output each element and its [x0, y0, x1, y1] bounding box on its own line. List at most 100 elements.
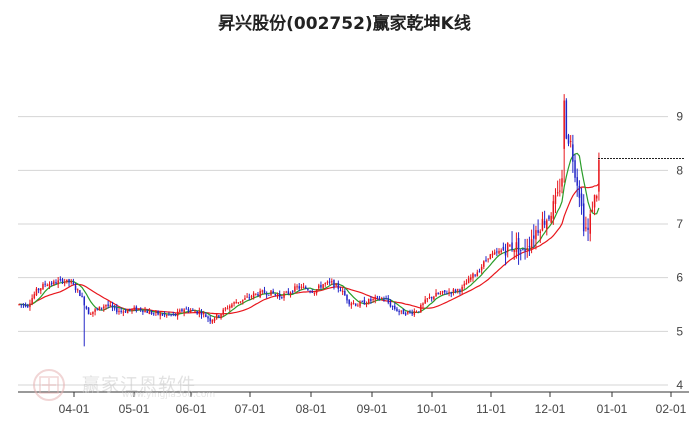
candle-body: [480, 266, 483, 271]
candle-body: [556, 192, 559, 194]
candle-body: [161, 313, 164, 316]
candle-body: [31, 298, 33, 305]
candle-body: [561, 178, 563, 187]
candle-body: [359, 301, 361, 307]
candle-body: [354, 303, 357, 306]
candle-body: [463, 283, 466, 286]
watermark-logo-icon: [33, 369, 65, 401]
candle-body: [441, 291, 444, 293]
chart-title: 昇兴股份(002752)赢家乾坤K线: [218, 14, 471, 34]
candle-body: [576, 177, 578, 186]
candle-body: [118, 310, 120, 312]
candle-body: [587, 227, 589, 230]
ma-long-line: [19, 183, 600, 315]
x-tick-label: 02-01: [656, 402, 687, 416]
candle-body: [391, 305, 394, 308]
candle-body: [313, 292, 316, 294]
candle-body: [226, 308, 229, 310]
candle-body: [493, 252, 496, 254]
y-tick-label: 4: [676, 378, 683, 392]
candle-body: [42, 283, 44, 290]
candle-body: [72, 282, 75, 285]
candle-body: [187, 308, 190, 312]
candle-body: [378, 298, 381, 300]
candle-body: [407, 311, 409, 314]
candle-body: [261, 290, 264, 292]
candle-body: [248, 297, 251, 299]
y-tick-label: 6: [676, 271, 683, 285]
x-tick-label: 10-01: [417, 402, 448, 416]
candle-body: [120, 310, 122, 312]
ma-long-path: [19, 183, 600, 315]
candle-body: [139, 308, 142, 310]
candle-body: [294, 286, 296, 292]
candle-body: [437, 293, 439, 295]
candle-body: [511, 242, 513, 250]
candle-body: [220, 314, 222, 319]
candle-body: [598, 160, 600, 192]
candle-body: [268, 294, 270, 296]
x-tick-label: 12-01: [535, 402, 566, 416]
candle-body: [252, 293, 255, 298]
candle-body: [533, 235, 535, 239]
candle-body: [18, 304, 20, 306]
candle-body: [428, 296, 431, 298]
candle-body: [235, 302, 238, 304]
candle-body: [144, 310, 146, 313]
candle-body: [155, 311, 157, 313]
candle-body: [298, 286, 300, 289]
candle-body: [37, 288, 40, 291]
candle-body: [422, 303, 424, 306]
candle-body: [100, 307, 103, 309]
candle-body: [116, 307, 118, 313]
candle-body: [452, 289, 455, 293]
candle-body: [159, 313, 162, 316]
candle-body: [569, 141, 572, 143]
candle-body: [61, 279, 64, 283]
candle-body: [289, 292, 292, 295]
candle-body: [389, 302, 392, 307]
candle-body: [517, 238, 520, 255]
watermark-url: www.yingjia360.com: [122, 390, 216, 400]
candle-body: [333, 279, 335, 288]
candle-body: [439, 293, 442, 295]
candle-body: [48, 283, 51, 287]
x-tick-label: 06-01: [176, 402, 207, 416]
candle-body: [424, 299, 426, 304]
candle-body: [76, 289, 79, 291]
candle-body: [133, 307, 135, 310]
candle-body: [339, 290, 342, 292]
candle-body: [202, 313, 205, 315]
candle-body: [580, 193, 583, 207]
candle-body: [237, 302, 240, 304]
candle-body: [278, 293, 281, 298]
candle-body: [365, 303, 368, 305]
candle-body: [357, 305, 359, 307]
candle-body: [255, 293, 257, 295]
candle-body: [528, 245, 531, 247]
x-tick-label: 05-01: [119, 402, 150, 416]
candle-body: [311, 291, 314, 293]
candle-body: [200, 312, 203, 315]
candle-body: [163, 314, 166, 316]
candle-body: [537, 230, 539, 233]
candle-body: [374, 297, 376, 300]
candle-body: [524, 249, 526, 252]
candles: [18, 94, 600, 347]
candle-body: [504, 250, 507, 256]
candle-body: [146, 310, 148, 313]
candle-body: [233, 302, 235, 304]
candle-body: [446, 293, 448, 295]
candle-body: [246, 296, 248, 298]
candle-body: [509, 245, 511, 247]
candle-body: [402, 309, 405, 315]
candle-body: [283, 293, 285, 298]
candle-body: [196, 311, 198, 314]
candle-body: [218, 315, 220, 317]
candle-body: [563, 100, 565, 149]
ma-short-path: [19, 152, 600, 319]
candle-body: [443, 290, 446, 293]
candle-body: [404, 313, 407, 315]
candle-body: [554, 195, 557, 204]
candle-body: [194, 311, 196, 313]
